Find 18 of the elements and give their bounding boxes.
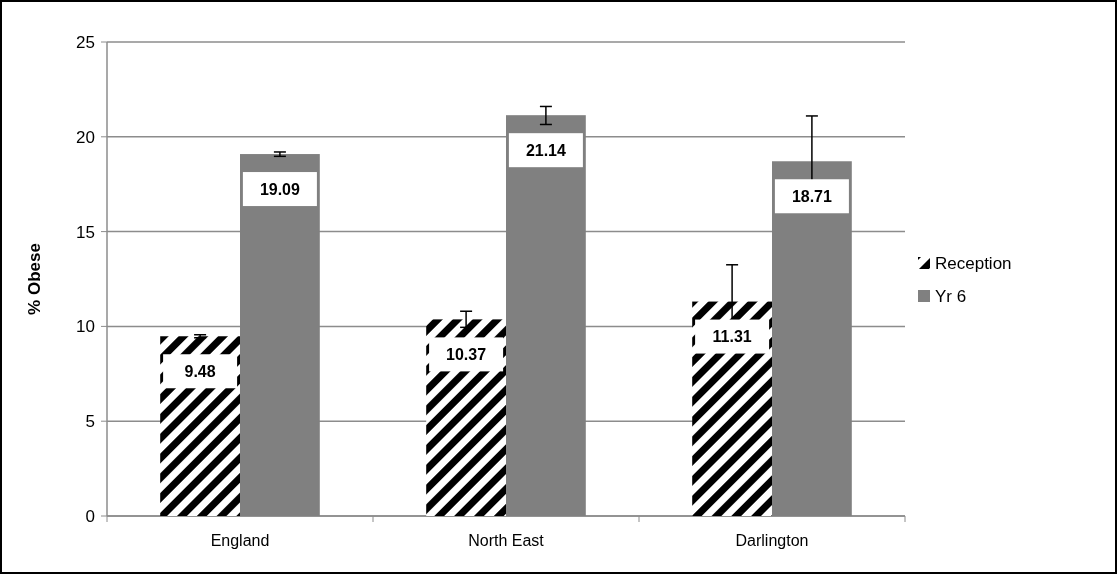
- x-tick-label: England: [210, 532, 270, 549]
- y-tick-label: 10: [76, 317, 95, 337]
- y-tick-label: 5: [85, 412, 95, 432]
- data-label: 9.48: [184, 362, 216, 380]
- y-tick-label: 15: [76, 222, 95, 242]
- y-tick-label: 0: [85, 506, 95, 526]
- data-label: 18.71: [791, 187, 833, 205]
- y-tick-label: 25: [76, 32, 95, 52]
- data-label: 11.31: [712, 328, 752, 346]
- legend-label: Reception: [935, 253, 1012, 273]
- x-tick-label: North East: [468, 532, 545, 549]
- data-label: 10.37: [446, 345, 487, 363]
- x-tick-label: Darlington: [735, 532, 809, 549]
- data-label: 19.09: [259, 180, 301, 198]
- y-axis-title: % Obese: [25, 243, 44, 315]
- data-label: 21.14: [525, 141, 567, 159]
- y-tick-label: 20: [76, 127, 95, 147]
- legend-label: Yr 6: [935, 286, 967, 306]
